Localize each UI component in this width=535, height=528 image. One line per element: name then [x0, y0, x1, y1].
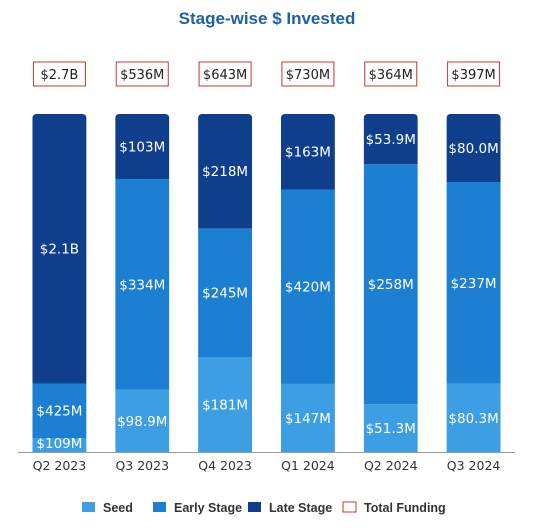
total-box-q1-2024	[281, 61, 335, 87]
bar-segment-late-stage-q2-2023	[32, 114, 87, 384]
legend: Seed Early Stage Late Stage Total Funding	[82, 501, 446, 515]
bar-q2-2023	[32, 114, 87, 452]
bar-segment-late-stage-q4-2023	[198, 114, 253, 229]
bar-segment-seed-q2-2024	[363, 404, 418, 452]
legend-label-late-stage: Late Stage	[269, 501, 332, 515]
bar-segment-late-stage-q2-2024	[363, 114, 418, 165]
chart-title: Stage-wise $ Invested	[179, 9, 356, 28]
data-label-early-stage-q3-2024: $237M	[451, 276, 497, 292]
data-label-early-stage-q4-2023: $245M	[202, 286, 248, 302]
bar-segment-early-stage-q3-2023	[115, 178, 170, 390]
bars: $109M $425M $2.1B $98.9M $334M $103M $181M $245…	[32, 114, 501, 452]
data-label-late-stage-q4-2023: $218M	[202, 164, 248, 180]
legend-swatch-early-stage	[153, 502, 166, 512]
data-label-early-stage-q2-2024: $258M	[368, 277, 414, 293]
x-tick-label-q3-2024: Q3 2024	[447, 458, 501, 473]
bar-segment-early-stage-q3-2024	[446, 182, 501, 384]
data-label-late-stage-q2-2024: $53.9M	[366, 132, 416, 148]
total-label-q2-2024: $364M	[369, 68, 413, 83]
data-label-seed-q3-2023: $98.9M	[117, 414, 167, 430]
bar-segment-seed-q1-2024	[280, 383, 335, 452]
bar-q4-2023	[198, 114, 253, 452]
bar-segment-late-stage-q3-2024	[446, 114, 501, 183]
total-box-q2-2023	[32, 61, 86, 87]
data-label-late-stage-q3-2024: $80.0M	[448, 141, 498, 157]
legend-label-seed: Seed	[103, 501, 133, 515]
data-label-late-stage-q2-2023: $2.1B	[40, 242, 79, 258]
bar-segment-seed-q3-2024	[446, 383, 501, 452]
legend-swatch-seed	[82, 502, 95, 512]
legend-swatch-total-funding	[342, 501, 357, 513]
data-label-seed-q3-2024: $80.3M	[448, 411, 498, 427]
total-funding-labels: $2.7B $536M $643M $730M $364M $397M	[32, 61, 501, 87]
bar-q2-2024	[363, 114, 418, 452]
bar-segment-seed-q2-2023	[32, 438, 87, 452]
total-box-q2-2024	[364, 61, 418, 87]
x-tick-label-q2-2024: Q2 2024	[364, 458, 418, 473]
x-tick-label-q4-2023: Q4 2023	[198, 458, 252, 473]
bar-segment-seed-q3-2023	[115, 389, 170, 452]
bar-segment-seed-q4-2023	[198, 357, 253, 452]
data-label-seed-q2-2023: $109M	[36, 436, 82, 452]
data-label-late-stage-q1-2024: $163M	[285, 145, 331, 161]
total-box-q3-2024	[447, 61, 501, 87]
bar-segment-late-stage-q1-2024	[280, 114, 335, 190]
bar-q3-2023	[115, 114, 170, 452]
data-label-late-stage-q3-2023: $103M	[119, 139, 165, 155]
x-tick-label-q1-2024: Q1 2024	[281, 458, 335, 473]
data-label-seed-q1-2024: $147M	[285, 411, 331, 427]
x-tick-label-q3-2023: Q3 2023	[115, 458, 169, 473]
bar-segment-early-stage-q1-2024	[280, 189, 335, 384]
bar-segment-late-stage-q3-2023	[115, 114, 170, 179]
x-axis-ticks: Q2 2023 Q3 2023 Q4 2023 Q1 2024 Q2 2024 Q3 20…	[33, 458, 501, 473]
total-label-q3-2023: $536M	[120, 68, 164, 83]
legend-label-early-stage: Early Stage	[174, 501, 242, 515]
data-label-early-stage-q1-2024: $420M	[285, 280, 331, 296]
total-label-q3-2024: $397M	[451, 68, 495, 83]
total-label-q2-2023: $2.7B	[40, 68, 78, 83]
data-label-early-stage-q3-2023: $334M	[119, 277, 165, 293]
data-label-seed-q4-2023: $181M	[202, 398, 248, 414]
legend-swatch-late-stage	[248, 502, 261, 512]
total-box-q3-2023	[115, 61, 169, 87]
bar-q1-2024	[280, 114, 335, 452]
bar-segment-early-stage-q2-2024	[363, 164, 418, 405]
data-label-early-stage-q2-2023: $425M	[36, 404, 82, 420]
total-label-q4-2023: $643M	[203, 68, 247, 83]
bar-segment-early-stage-q4-2023	[198, 228, 253, 358]
legend-label-total-funding: Total Funding	[364, 501, 446, 515]
total-box-q4-2023	[198, 61, 252, 87]
total-label-q1-2024: $730M	[286, 68, 330, 83]
data-label-seed-q2-2024: $51.3M	[366, 421, 416, 437]
x-tick-label-q2-2023: Q2 2023	[33, 458, 87, 473]
bar-segment-early-stage-q2-2023	[32, 383, 87, 439]
bar-q3-2024	[446, 114, 501, 452]
